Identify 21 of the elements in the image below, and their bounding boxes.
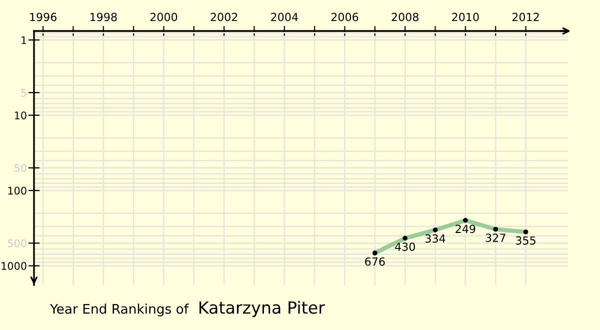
- data-label: 249: [456, 224, 476, 234]
- data-label: 355: [516, 236, 536, 245]
- data-label: 334: [425, 234, 446, 243]
- x-tick-label: 2002: [210, 12, 238, 22]
- y-tick-label: 1: [22, 36, 26, 44]
- x-tick-label: 1998: [90, 12, 117, 22]
- y-tick-label: 10: [14, 111, 26, 120]
- x-tick-label: 2012: [512, 12, 539, 22]
- y-tick-label: 1000: [2, 262, 26, 270]
- x-tick-label: 2000: [150, 12, 178, 22]
- x-tick-label: 2010: [452, 12, 479, 22]
- y-tick-label: 100: [8, 186, 26, 195]
- x-tick-label: 2008: [392, 12, 418, 22]
- x-tick-label: 1996: [30, 12, 56, 22]
- text: Katarzyna Piter: [200, 300, 325, 318]
- data-label: 676: [365, 257, 385, 266]
- x-tick-label: 2006: [331, 12, 358, 22]
- x-tick-label: 2004: [271, 12, 298, 22]
- text: Year End Rankings of: [50, 304, 189, 316]
- data-label: 327: [486, 234, 506, 242]
- data-label: 430: [395, 242, 415, 251]
